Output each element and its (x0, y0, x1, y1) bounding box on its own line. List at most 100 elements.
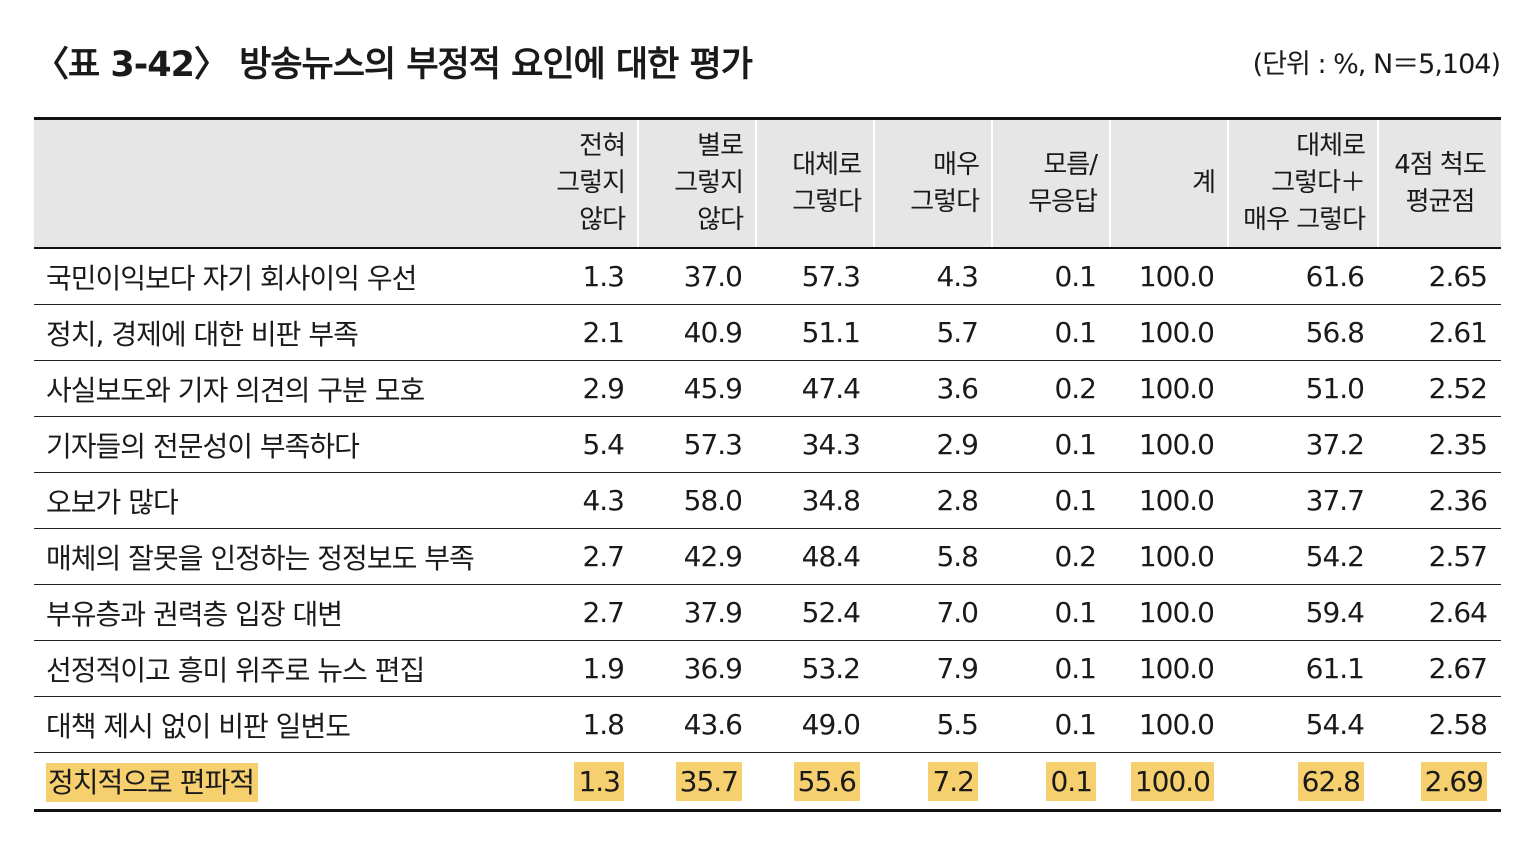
cell-value: 5.7 (874, 304, 992, 361)
cell-value: 100.0 (1110, 304, 1228, 361)
cell-value: 0.1 (992, 696, 1110, 753)
table-row: 기자들의 전문성이 부족하다 5.4 57.3 34.3 2.9 0.1 100… (34, 416, 1501, 473)
cell-value: 4.3 (520, 472, 638, 529)
table-title: 〈표 3-42〉 방송뉴스의 부정적 요인에 대한 평가 (34, 45, 753, 85)
cell-value: 2.52 (1378, 360, 1501, 417)
cell-value: 0.1 (992, 584, 1110, 641)
row-label: 정치, 경제에 대한 비판 부족 (34, 304, 520, 361)
table-row-highlighted: 정치적으로 편파적 1.3 35.7 55.6 7.2 0.1 100.0 62… (34, 753, 1501, 811)
table-row: 국민이익보다 자기 회사이익 우선 1.3 37.0 57.3 4.3 0.1 … (34, 248, 1501, 305)
cell-value: 2.35 (1378, 416, 1501, 473)
cell-value: 5.5 (874, 696, 992, 753)
highlight-value: 62.8 (1297, 761, 1364, 801)
table-row: 대책 제시 없이 비판 일변도 1.8 43.6 49.0 5.5 0.1 10… (34, 696, 1501, 753)
cell-value: 100.0 (1110, 640, 1228, 697)
row-label: 선정적이고 흥미 위주로 뉴스 편집 (34, 640, 520, 697)
highlight-value: 35.7 (675, 761, 742, 801)
cell-value: 54.2 (1228, 528, 1378, 585)
cell-value: 37.7 (1228, 472, 1378, 529)
cell-value: 34.3 (756, 416, 874, 473)
header-col-1: 별로 그렇지 않다 (637, 118, 756, 249)
cell-value: 7.0 (874, 584, 992, 641)
cell-value: 48.4 (756, 528, 874, 585)
cell-value: 37.0 (638, 248, 756, 305)
cell-value: 2.57 (1378, 528, 1501, 585)
cell-value: 34.8 (756, 472, 874, 529)
cell-value: 2.7 (520, 584, 638, 641)
cell-value: 2.1 (520, 304, 638, 361)
cell-value: 100.0 (1110, 528, 1228, 585)
header-col-4: 모름/ 무응답 (991, 118, 1110, 249)
row-label: 부유층과 권력층 입장 대변 (34, 584, 520, 641)
cell-value: 54.4 (1228, 696, 1378, 753)
cell-value: 1.9 (520, 640, 638, 697)
highlight-value: 0.1 (1046, 761, 1096, 801)
header-col-3: 매우 그렇다 (873, 118, 992, 249)
highlight-value: 1.3 (574, 761, 624, 801)
table-row: 사실보도와 기자 의견의 구분 모호 2.9 45.9 47.4 3.6 0.2… (34, 360, 1501, 417)
header-col-5: 계 (1109, 118, 1228, 249)
cell-value: 2.36 (1378, 472, 1501, 529)
cell-value: 2.58 (1378, 696, 1501, 753)
cell-value: 2.65 (1378, 248, 1501, 305)
cell-value: 100.0 (1110, 472, 1228, 529)
cell-value: 58.0 (638, 472, 756, 529)
cell-value: 0.1 (992, 248, 1110, 305)
cell-value: 45.9 (638, 360, 756, 417)
highlight-value: 55.6 (793, 761, 860, 801)
highlight-label: 정치적으로 편파적 (46, 763, 258, 802)
row-label: 국민이익보다 자기 회사이익 우선 (34, 248, 520, 305)
header-col-6: 대체로 그렇다＋ 매우 그렇다 (1227, 118, 1378, 249)
cell-value: 100.0 (1110, 584, 1228, 641)
table-row: 부유층과 권력층 입장 대변 2.7 37.9 52.4 7.0 0.1 100… (34, 584, 1501, 641)
table-row: 정치, 경제에 대한 비판 부족 2.1 40.9 51.1 5.7 0.1 1… (34, 304, 1501, 361)
cell-value: 2.61 (1378, 304, 1501, 361)
row-label: 정치적으로 편파적 (34, 753, 520, 811)
cell-value: 100.0 (1110, 360, 1228, 417)
header-col-2: 대체로 그렇다 (755, 118, 874, 249)
cell-value: 7.2 (874, 753, 992, 811)
header-row: 전혀 그렇지 않다 별로 그렇지 않다 대체로 그렇다 매우 그렇다 모름/ 무… (34, 118, 1501, 249)
row-label: 대책 제시 없이 비판 일변도 (34, 696, 520, 753)
cell-value: 40.9 (638, 304, 756, 361)
highlight-value: 7.2 (928, 761, 978, 801)
cell-value: 35.7 (638, 753, 756, 811)
cell-value: 1.8 (520, 696, 638, 753)
highlight-value: 100.0 (1130, 761, 1214, 801)
cell-value: 43.6 (638, 696, 756, 753)
cell-value: 5.8 (874, 528, 992, 585)
cell-value: 0.2 (992, 528, 1110, 585)
cell-value: 3.6 (874, 360, 992, 417)
cell-value: 56.8 (1228, 304, 1378, 361)
cell-value: 49.0 (756, 696, 874, 753)
row-label: 기자들의 전문성이 부족하다 (34, 416, 520, 473)
row-label: 오보가 많다 (34, 472, 520, 529)
cell-value: 55.6 (756, 753, 874, 811)
cell-value: 52.4 (756, 584, 874, 641)
table-row: 오보가 많다 4.3 58.0 34.8 2.8 0.1 100.0 37.7 … (34, 472, 1501, 529)
unit-note: (단위 : %, N＝5,104) (1252, 49, 1501, 80)
cell-value: 2.9 (874, 416, 992, 473)
cell-value: 2.9 (520, 360, 638, 417)
cell-value: 2.7 (520, 528, 638, 585)
cell-value: 2.64 (1378, 584, 1501, 641)
cell-value: 1.3 (520, 753, 638, 811)
cell-value: 57.3 (638, 416, 756, 473)
cell-value: 62.8 (1228, 753, 1378, 811)
cell-value: 0.1 (992, 416, 1110, 473)
highlight-value: 2.69 (1420, 761, 1487, 801)
cell-value: 100.0 (1110, 248, 1228, 305)
cell-value: 61.1 (1228, 640, 1378, 697)
cell-value: 100.0 (1110, 696, 1228, 753)
cell-value: 61.6 (1228, 248, 1378, 305)
cell-value: 0.1 (992, 472, 1110, 529)
cell-value: 51.1 (756, 304, 874, 361)
cell-value: 57.3 (756, 248, 874, 305)
cell-value: 100.0 (1110, 416, 1228, 473)
cell-value: 1.3 (520, 248, 638, 305)
table-row: 매체의 잘못을 인정하는 정정보도 부족 2.7 42.9 48.4 5.8 0… (34, 528, 1501, 585)
cell-value: 47.4 (756, 360, 874, 417)
cell-value: 0.2 (992, 360, 1110, 417)
row-label: 매체의 잘못을 인정하는 정정보도 부족 (34, 528, 520, 585)
cell-value: 37.2 (1228, 416, 1378, 473)
